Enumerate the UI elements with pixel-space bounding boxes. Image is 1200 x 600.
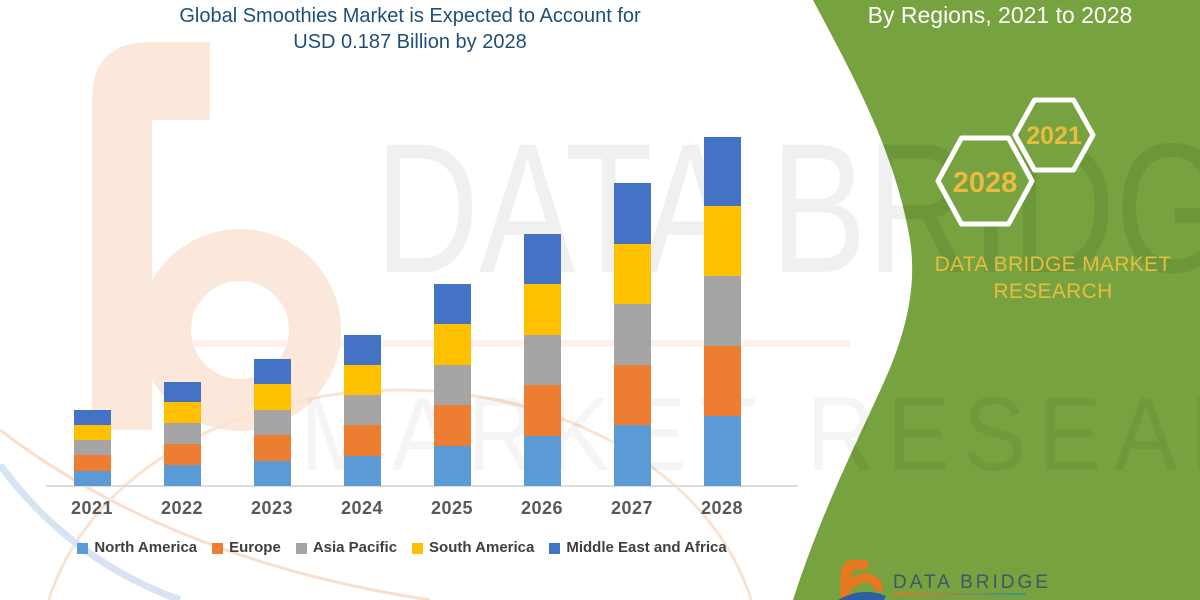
- bar-segment-europe: [73, 455, 111, 471]
- bar-segment-europe: [613, 364, 651, 426]
- bar-segment-north-america: [433, 445, 471, 486]
- bar-segment-north-america: [163, 465, 201, 486]
- legend-item: North America: [77, 539, 197, 556]
- hexagon-2028-label: 2028: [953, 167, 1018, 199]
- chart-title: Global Smoothies Market is Expected to A…: [115, 3, 705, 55]
- legend-label: Europe: [229, 539, 281, 556]
- bar-segment-middle-east-and-africa: [163, 381, 201, 403]
- bar-segment-asia-pacific: [613, 304, 651, 365]
- bar-segment-south-america: [523, 284, 561, 335]
- footer-logo-name: DATA BRIDGE: [893, 572, 1051, 593]
- legend: North America Europe Asia Pacific South Ame…: [28, 539, 776, 556]
- bar-segment-north-america: [523, 435, 561, 486]
- legend-label: Middle East and Africa: [566, 539, 727, 556]
- bar-segment-north-america: [703, 416, 741, 486]
- bar-segment-middle-east-and-africa: [433, 284, 471, 325]
- legend-item: Europe: [212, 539, 281, 556]
- bar-2026: [523, 233, 561, 486]
- hexagon-2021-label: 2021: [1026, 122, 1082, 150]
- x-axis-label: 2025: [430, 498, 474, 518]
- legend-label: South America: [429, 539, 535, 556]
- legend-swatch: [412, 542, 424, 554]
- bar-segment-south-america: [613, 243, 651, 305]
- bar-segment-europe: [523, 385, 561, 436]
- bar-segment-asia-pacific: [253, 409, 291, 436]
- bar-segment-south-america: [73, 424, 111, 441]
- legend-swatch: [549, 542, 561, 554]
- x-axis-label: 2026: [520, 498, 564, 518]
- hexagon-2021: [1012, 97, 1096, 173]
- bar-2028: [703, 136, 741, 486]
- legend-item: South America: [412, 539, 534, 556]
- panel-heading: By Regions, 2021 to 2028: [867, 2, 1133, 28]
- bar-segment-europe: [253, 435, 291, 461]
- bar-2024: [343, 334, 381, 486]
- panel-brand-text: DATA BRIDGE MARKET RESEARCH: [934, 253, 1172, 303]
- data-bridge-logo-icon: [838, 560, 886, 600]
- bar-segment-middle-east-and-africa: [343, 334, 381, 365]
- bar-segment-europe: [703, 346, 741, 417]
- bar-segment-north-america: [73, 470, 111, 486]
- x-axis-label: 2028: [700, 498, 744, 518]
- footer-logo-underline: [893, 593, 1026, 595]
- bar-segment-south-america: [343, 364, 381, 396]
- bar-segment-asia-pacific: [433, 364, 471, 406]
- bar-2021: [73, 409, 111, 486]
- bar-segment-south-america: [703, 206, 741, 277]
- bar-segment-south-america: [433, 324, 471, 365]
- hexagon-2028: [935, 135, 1035, 227]
- x-axis-label: 2021: [70, 498, 114, 518]
- bar-segment-europe: [343, 425, 381, 456]
- legend-label: North America: [94, 539, 198, 556]
- bar-segment-middle-east-and-africa: [253, 359, 291, 385]
- bar-segment-north-america: [253, 460, 291, 486]
- bar-segment-south-america: [253, 384, 291, 410]
- x-axis-label: 2022: [160, 498, 204, 518]
- x-axis-label: 2027: [610, 498, 654, 518]
- plot-area: 2021 2022 2023 2024 2025 2026 2027 2028: [46, 136, 798, 518]
- bar-segment-asia-pacific: [343, 395, 381, 426]
- legend-swatch: [212, 542, 224, 554]
- bar-segment-asia-pacific: [523, 334, 561, 385]
- bar-segment-middle-east-and-africa: [703, 136, 741, 207]
- bar-segment-middle-east-and-africa: [523, 233, 561, 284]
- footer-logo: DATA BRIDGE MARKET RESEARCH: [838, 560, 1098, 600]
- bar-segment-north-america: [343, 455, 381, 486]
- legend-swatch: [77, 542, 89, 554]
- legend-item: Asia Pacific: [295, 539, 398, 556]
- x-axis-label: 2023: [250, 498, 294, 518]
- bar-2022: [163, 381, 201, 486]
- x-axis-line: [46, 485, 798, 487]
- bar-segment-europe: [163, 444, 201, 466]
- bar-segment-north-america: [613, 425, 651, 486]
- bar-segment-asia-pacific: [163, 423, 201, 445]
- x-axis-label: 2024: [340, 498, 384, 518]
- bar-segment-middle-east-and-africa: [73, 409, 111, 425]
- bar-segment-asia-pacific: [73, 440, 111, 456]
- bar-2025: [433, 284, 471, 486]
- chart-title-line2: USD 0.187 Billion by 2028: [293, 31, 527, 53]
- bar-2027: [613, 183, 651, 486]
- bar-segment-asia-pacific: [703, 276, 741, 347]
- bar-segment-south-america: [163, 402, 201, 424]
- bar-segment-europe: [433, 405, 471, 446]
- legend-label: Asia Pacific: [312, 539, 398, 556]
- legend-swatch: [295, 542, 307, 554]
- legend-item: Middle East and Africa: [549, 539, 727, 556]
- chart-title-line1: Global Smoothies Market is Expected to A…: [179, 5, 641, 27]
- bar-segment-middle-east-and-africa: [613, 183, 651, 244]
- bar-2023: [253, 359, 291, 486]
